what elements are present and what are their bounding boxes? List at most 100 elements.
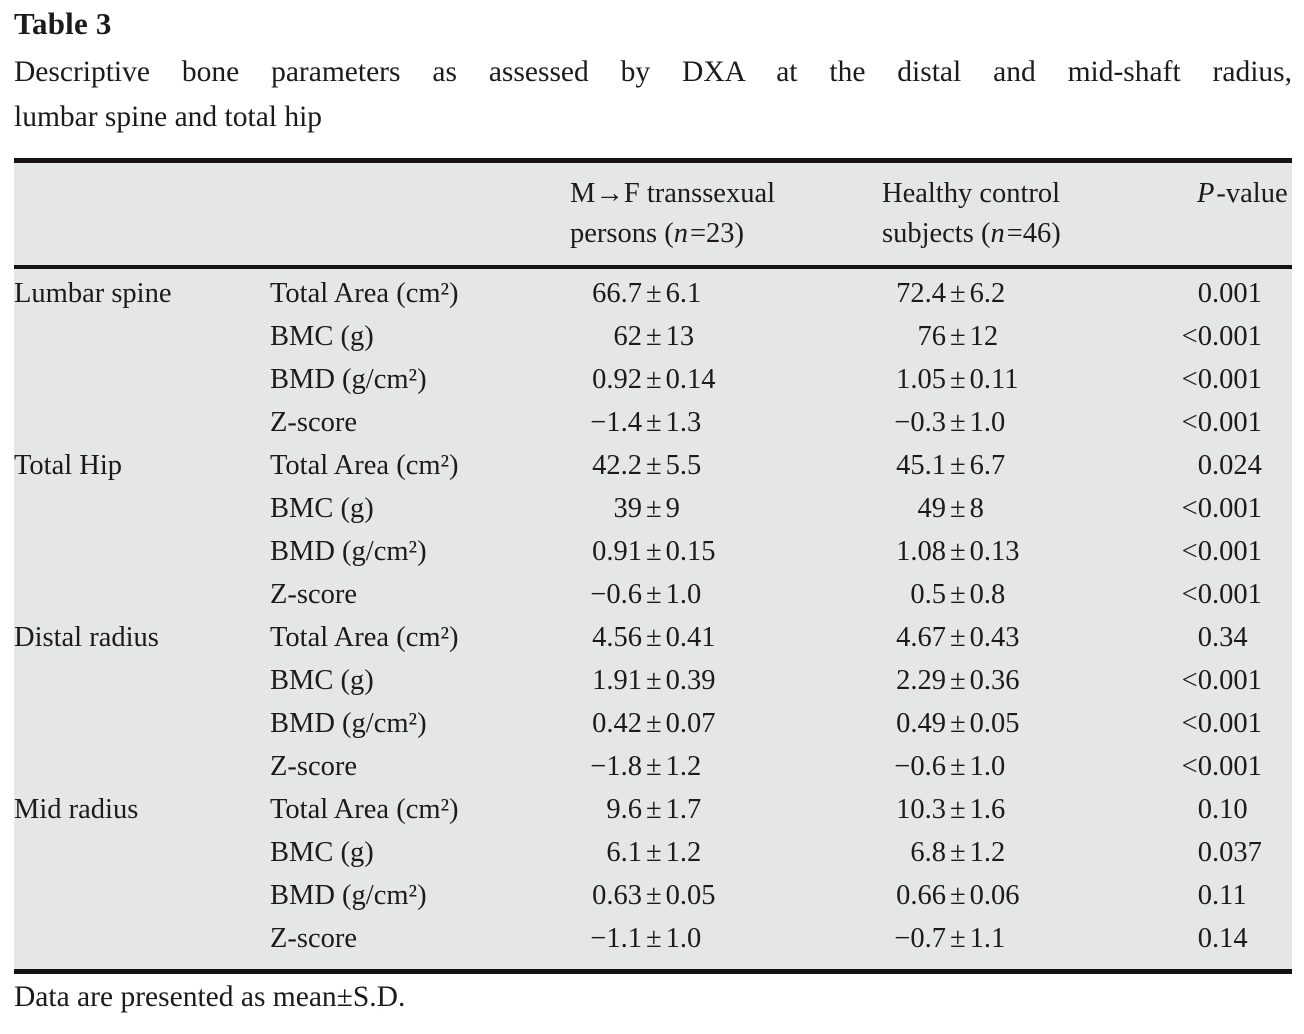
control-value-cell: −0.7 ±1.1 (882, 917, 1180, 960)
pvalue-decimal-part: .001 (1212, 708, 1262, 739)
table-row: BMD (g/cm²) 0.91 ±0.15 1.08 ±0.13 <0.001 (14, 530, 1292, 573)
table-row: BMC (g) 6.1 ±1.2 6.8 ±1.2 0.037 (14, 831, 1292, 874)
mf-value-cell: −0.6 ±1.0 (570, 573, 882, 616)
plus-minus-sign: ± (646, 407, 662, 438)
region-label (14, 487, 270, 530)
pvalue-cell: 0.11 (1180, 874, 1292, 917)
control-mean: 49 (917, 493, 947, 524)
mf-value-cell: −1.4 ±1.3 (570, 401, 882, 444)
control-mean: 1.05 (896, 364, 946, 395)
region-label: Mid radius (14, 794, 139, 825)
mf-value-cell: 4.56 ±0.41 (570, 616, 882, 659)
data-table: M→F transsexual persons (n=23) Healthy c… (14, 158, 1292, 974)
pvalue-integer-part: <0 (1181, 364, 1212, 395)
table-body: Lumbar spine Total Area (cm²) 66.7 ±6.1 7… (14, 269, 1292, 969)
plus-minus-sign: ± (950, 880, 966, 911)
mf-value-cell: 42.2 ±5.5 (570, 444, 882, 487)
plus-minus-sign: ± (950, 493, 966, 524)
control-sd: 1.0 (969, 751, 1006, 782)
parameter-label: BMD (g/cm²) (270, 880, 427, 911)
control-value-cell: 76 ±12 (882, 315, 1180, 358)
pvalue-decimal-part: .001 (1212, 278, 1262, 309)
region-label (14, 831, 270, 874)
pvalue-integer-part: <0 (1181, 579, 1212, 610)
parameter-label: BMC (g) (270, 321, 374, 352)
mf-sd: 0.07 (665, 708, 716, 739)
mf-mean: −1.1 (590, 923, 642, 954)
control-mean: 0.5 (910, 579, 946, 610)
parameter-label: BMC (g) (270, 493, 374, 524)
pvalue-integer-part: 0 (1197, 622, 1212, 653)
plus-minus-sign: ± (950, 794, 966, 825)
plus-minus-sign: ± (646, 665, 662, 696)
header-empty-parameter (270, 174, 570, 254)
plus-minus-sign: ± (646, 536, 662, 567)
pvalue-cell: <0.001 (1180, 530, 1292, 573)
control-mean: −0.3 (894, 407, 946, 438)
mf-mean: 9.6 (606, 794, 642, 825)
mf-value-cell: −1.1 ±1.0 (570, 917, 882, 960)
control-value-cell: 1.05 ±0.11 (882, 358, 1180, 401)
pvalue-integer-part: 0 (1197, 837, 1212, 868)
parameter-label: BMD (g/cm²) (270, 536, 427, 567)
pvalue-decimal-part: .001 (1212, 751, 1262, 782)
mf-header-n-var: n (673, 218, 688, 249)
mf-sd: 1.2 (665, 751, 702, 782)
control-sd: 1.6 (969, 794, 1006, 825)
pvalue-integer-part: 0 (1197, 923, 1212, 954)
plus-minus-sign: ± (950, 837, 966, 868)
table-row: Mid radius Total Area (cm²) 9.6 ±1.7 10.3… (14, 788, 1292, 831)
mf-value-cell: 66.7 ±6.1 (570, 272, 882, 315)
mf-sd: 1.3 (665, 407, 702, 438)
mf-mean: 0.92 (592, 364, 642, 395)
table-header-row: M→F transsexual persons (n=23) Healthy c… (14, 163, 1292, 269)
mf-sd: 9 (665, 493, 680, 524)
table-row: Z-score −1.8 ±1.2 −0.6 ±1.0 <0.001 (14, 745, 1292, 788)
control-sd: 1.2 (969, 837, 1006, 868)
control-value-cell: 0.5 ±0.8 (882, 573, 1180, 616)
mf-value-cell: 0.92 ±0.14 (570, 358, 882, 401)
mf-value-cell: 0.42 ±0.07 (570, 702, 882, 745)
plus-minus-sign: ± (950, 407, 966, 438)
pvalue-cell: <0.001 (1180, 659, 1292, 702)
mf-sd: 1.0 (665, 923, 702, 954)
mf-sd: 0.39 (665, 665, 716, 696)
table-row: BMD (g/cm²) 0.92 ±0.14 1.05 ±0.11 <0.001 (14, 358, 1292, 401)
region-label (14, 874, 270, 917)
control-value-cell: 2.29 ±0.36 (882, 659, 1180, 702)
table-row: BMD (g/cm²) 0.42 ±0.07 0.49 ±0.05 <0.001 (14, 702, 1292, 745)
table-row: Z-score −1.4 ±1.3 −0.3 ±1.0 <0.001 (14, 401, 1292, 444)
plus-minus-sign: ± (646, 622, 662, 653)
control-sd: 8 (969, 493, 984, 524)
mf-sd: 1.2 (665, 837, 702, 868)
control-header-post: =46) (1006, 218, 1061, 249)
mf-mean: 6.1 (606, 837, 642, 868)
pvalue-decimal-part: .11 (1212, 880, 1247, 911)
region-label (14, 530, 270, 573)
mf-mean: 0.42 (592, 708, 642, 739)
mf-value-cell: 62 ±13 (570, 315, 882, 358)
pvalue-header-text: -value (1216, 178, 1288, 209)
control-mean: 0.66 (896, 880, 946, 911)
region-label (14, 702, 270, 745)
plus-minus-sign: ± (950, 536, 966, 567)
table-row: Distal radius Total Area (cm²) 4.56 ±0.41… (14, 616, 1292, 659)
control-mean: −0.6 (894, 751, 946, 782)
pvalue-cell: <0.001 (1180, 745, 1292, 788)
pvalue-cell: 0.14 (1180, 917, 1292, 960)
caption-line-1: Descriptive bone parameters as assessed … (14, 56, 1292, 88)
plus-minus-sign: ± (646, 278, 662, 309)
mf-mean: 0.63 (592, 880, 642, 911)
column-header-control-group: Healthy control subjects (n=46) (882, 174, 1180, 254)
column-header-mf-group: M→F transsexual persons (n=23) (570, 174, 882, 254)
plus-minus-sign: ± (950, 364, 966, 395)
control-value-cell: −0.3 ±1.0 (882, 401, 1180, 444)
control-sd: 0.11 (969, 364, 1019, 395)
plus-minus-sign: ± (646, 321, 662, 352)
region-label (14, 659, 270, 702)
plus-minus-sign: ± (646, 364, 662, 395)
pvalue-integer-part: <0 (1181, 708, 1212, 739)
pvalue-decimal-part: .001 (1212, 536, 1262, 567)
mf-sd: 13 (665, 321, 695, 352)
